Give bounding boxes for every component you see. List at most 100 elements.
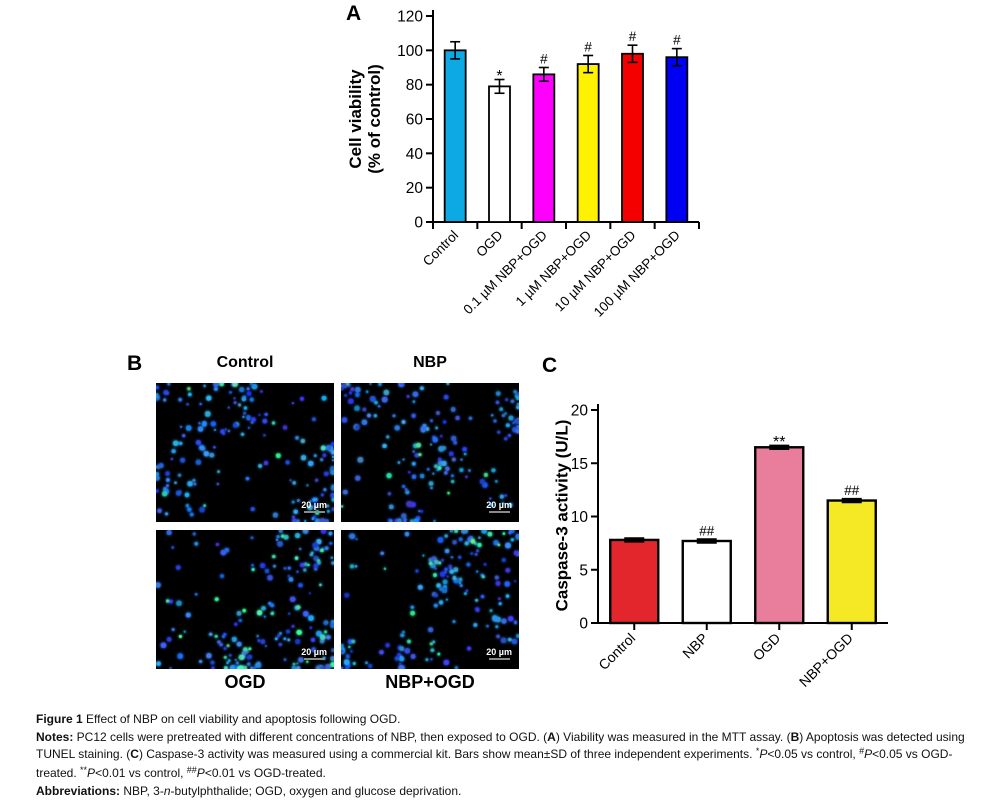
- figure-caption: Figure 1 Effect of NBP on cell viability…: [36, 711, 970, 801]
- caption-segment: Figure 1: [36, 712, 83, 726]
- caption-segment: ) Apoptosis was detected using TUNEL sta…: [36, 729, 965, 762]
- micrograph-ogd: 20 µm: [156, 530, 334, 669]
- bar-10-m-nbp-ogd: [621, 52, 644, 223]
- micrograph-control: 20 µm: [156, 383, 334, 522]
- scale-bar: 20 µm: [301, 647, 327, 660]
- y-tick-label: 80: [406, 77, 424, 94]
- panel-b-col-title-nbp: NBP: [413, 354, 447, 371]
- micrograph-nbp-ogd: 20 µm: [341, 530, 519, 669]
- caption-segment: #: [859, 746, 865, 756]
- bar-control: [443, 49, 467, 223]
- caption-segment: P: [759, 747, 768, 761]
- scale-bar: 20 µm: [301, 500, 327, 513]
- scale-bar-label: 20 µm: [301, 500, 327, 510]
- y-tick-label: 20: [571, 403, 589, 420]
- significance-marker: #: [584, 39, 592, 54]
- scale-bar-line: [488, 658, 510, 660]
- caption-segment: **: [80, 764, 88, 775]
- caption-segment: Notes:: [36, 729, 74, 744]
- caption-segment: Effect of NBP on cell viability and apop…: [82, 712, 401, 726]
- panel-c-label: C: [542, 354, 558, 377]
- caption-abbreviations: Abbreviations: NBP, 3-n-butylphthalide; …: [36, 783, 970, 801]
- x-category-label: 100 µM NBP+OGD: [591, 227, 683, 319]
- panel-a-label: A: [346, 2, 362, 25]
- x-category-label: NBP+OGD: [796, 630, 856, 690]
- scale-bar: 20 µm: [486, 500, 512, 513]
- caption-segment: *: [755, 746, 760, 756]
- bar-0-1-m-nbp-ogd: [532, 73, 556, 223]
- scale-bar-label: 20 µm: [301, 647, 327, 657]
- significance-marker: #: [673, 33, 681, 48]
- significance-marker: #: [629, 29, 637, 44]
- caption-figure-title: Figure 1 Effect of NBP on cell viability…: [36, 711, 970, 729]
- x-category-label: NBP: [679, 630, 711, 662]
- caption-segment: NBP, 3-: [120, 784, 164, 798]
- significance-marker: ##: [699, 523, 715, 538]
- micrograph-ogd-canvas: [156, 530, 334, 669]
- x-category-label: OGD: [750, 630, 784, 664]
- y-tick-label: 100: [397, 43, 423, 60]
- caption-segment: A: [547, 729, 556, 744]
- micrograph-nbp: 20 µm: [341, 383, 519, 522]
- significance-marker: **: [773, 434, 785, 451]
- significance-marker: ##: [844, 483, 860, 498]
- caption-notes: Notes: PC12 cells were pretreated with d…: [36, 729, 970, 784]
- caption-segment: ) Viability was measured in the MTT assa…: [555, 729, 791, 744]
- bar-nbp-ogd: [826, 499, 877, 625]
- y-tick-label: 10: [571, 509, 589, 526]
- scale-bar-label: 20 µm: [486, 647, 512, 657]
- micrograph-control-canvas: [156, 383, 334, 522]
- y-tick-label: 40: [406, 146, 424, 163]
- bar-1-m-nbp-ogd: [576, 63, 600, 223]
- bar-nbp: [681, 539, 732, 625]
- panel-c-chart: 0 5 10 15 20 Control ## NBP ** OGD ## NBP+OGD: [571, 403, 888, 690]
- caption-segment: ) Caspase-3 activity was measured using …: [138, 747, 756, 761]
- caption-segment: <0.01 vs control,: [95, 765, 187, 780]
- caption-segment: <0.01 vs OGD-treated.: [204, 765, 326, 780]
- panel-b-col-title-control: Control: [216, 354, 274, 371]
- x-category-label: OGD: [473, 227, 506, 260]
- caption-segment: Abbreviations:: [36, 784, 121, 798]
- bar-100-m-nbp-ogd: [665, 56, 689, 223]
- scale-bar-line: [303, 511, 325, 513]
- caption-segment: <0.05 vs OGD-treated.: [36, 747, 953, 780]
- y-tick-label: 120: [397, 9, 423, 26]
- y-tick-label: 60: [406, 112, 424, 129]
- y-tick-label: 5: [579, 562, 588, 579]
- x-category-label: Control: [595, 630, 638, 673]
- panel-b-row-label-nbp-ogd: NBP+OGD: [385, 672, 475, 692]
- y-tick-label: 20: [406, 180, 424, 197]
- x-category-label: Control: [420, 228, 461, 269]
- micrograph-nbp-canvas: [341, 383, 519, 522]
- caption-segment: -butylphthalide; OGD, oxygen and glucose…: [170, 784, 462, 798]
- caption-segment: P: [196, 765, 205, 780]
- y-tick-label: 0: [414, 215, 423, 232]
- caption-segment: n: [163, 784, 171, 798]
- scale-bar-label: 20 µm: [486, 500, 512, 510]
- bar-control: [609, 538, 660, 625]
- bar-ogd: [488, 85, 511, 223]
- y-tick-label: 0: [579, 616, 588, 633]
- panel-b-label: B: [127, 352, 143, 375]
- caption-segment: ##: [186, 764, 197, 775]
- caption-segment: B: [790, 729, 800, 744]
- caption-segment: P: [864, 747, 873, 761]
- caption-segment: C: [130, 747, 139, 761]
- y-tick-label: 15: [571, 456, 588, 473]
- panel-a-chart: 0 20 40 60 80 100 120 Control * OGD #0.1 µM NBP+OG…: [397, 9, 700, 320]
- significance-marker: *: [496, 68, 502, 85]
- scale-bar-line: [303, 658, 325, 660]
- scale-bar: 20 µm: [486, 647, 512, 660]
- caption-segment: P: [87, 765, 96, 780]
- caption-segment: PC12 cells were pretreated with differen…: [73, 729, 548, 744]
- caption-segment: <0.05 vs control,: [767, 747, 860, 761]
- x-category-label: 10 µM NBP+OGD: [552, 227, 639, 314]
- x-category-label: 1 µM NBP+OGD: [513, 227, 595, 309]
- x-category-label: 0.1 µM NBP+OGD: [460, 227, 550, 317]
- scale-bar-line: [488, 511, 510, 513]
- micrograph-nbp-ogd-canvas: [341, 530, 519, 669]
- panel-b-row-label-ogd: OGD: [224, 672, 266, 692]
- bar-ogd: [754, 446, 805, 625]
- significance-marker: #: [540, 52, 548, 67]
